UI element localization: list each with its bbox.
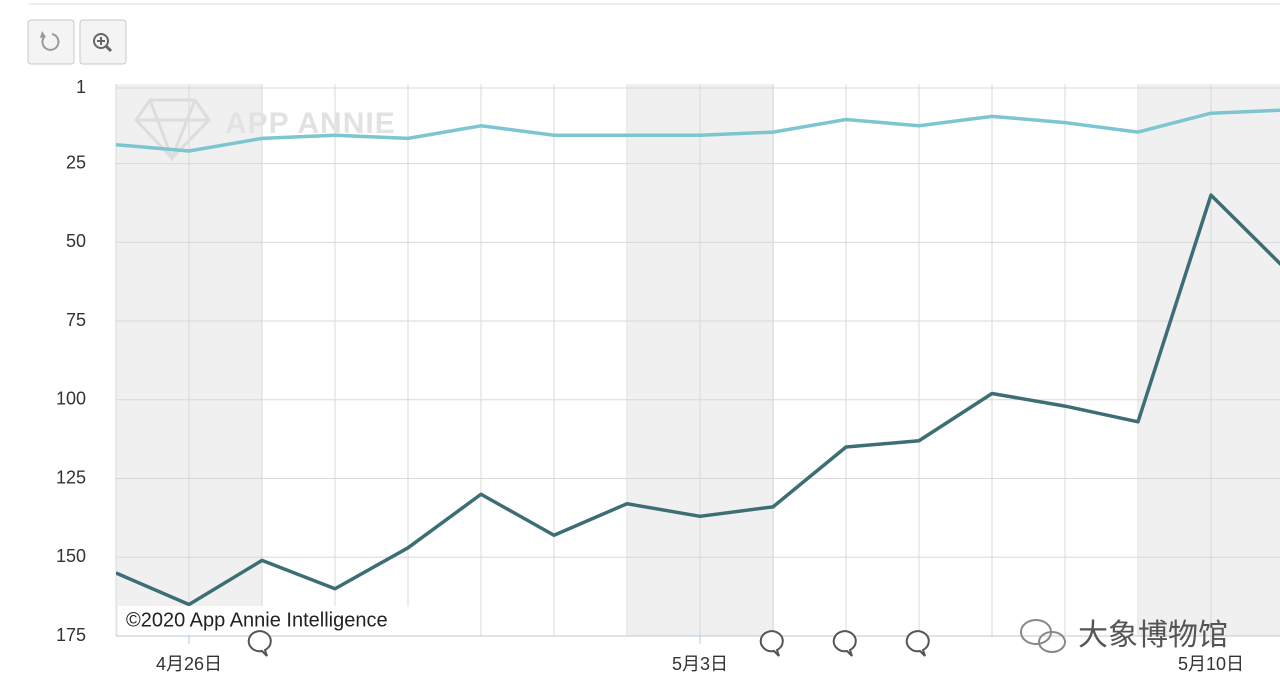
y-tick-label: 100 [56,389,86,409]
x-tick-label: 4月26日 [156,654,222,674]
weekend-shading [116,84,1280,636]
y-tick-label: 150 [56,546,86,566]
series-line [116,108,1280,153]
wechat-icon [1020,619,1066,653]
plot [116,108,1280,607]
zoom-button[interactable] [79,19,127,65]
x-tick-label: 5月3日 [672,654,728,674]
reset-zoom-button[interactable] [27,19,75,65]
watermark: APP ANNIE [225,107,396,140]
watermark-logo [134,98,211,163]
y-tick-label: 175 [56,625,86,645]
y-tick-label: 25 [66,152,86,172]
y-tick-label: 1 [76,77,86,97]
event-markers[interactable] [247,630,930,657]
series-line [116,193,1280,607]
x-tick-label: 5月10日 [1178,654,1244,674]
copyright-bg [118,606,442,636]
grid [115,84,1280,637]
y-tick-label: 75 [66,310,86,330]
overlay-text: 大象博物馆 [1078,619,1228,652]
copyright: ©2020 App Annie Intelligence [126,609,388,631]
y-tick-label: 125 [56,467,86,487]
y-tick-label: 50 [66,231,86,251]
